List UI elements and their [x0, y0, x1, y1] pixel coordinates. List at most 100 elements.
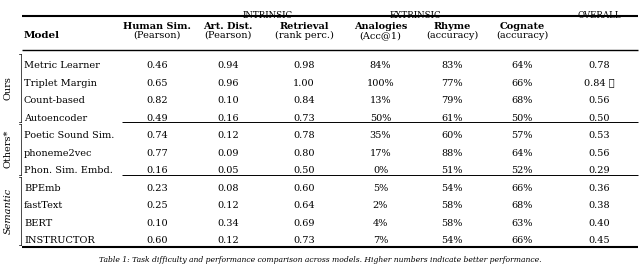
Text: 0.65: 0.65: [147, 79, 168, 88]
Text: 0.45: 0.45: [589, 236, 611, 245]
Text: 63%: 63%: [511, 219, 532, 228]
Text: 0.60: 0.60: [147, 236, 168, 245]
Text: 4%: 4%: [373, 219, 388, 228]
Text: Table 1: Task difficulty and performance comparison across models. Higher number: Table 1: Task difficulty and performance…: [99, 256, 541, 264]
Text: Others*: Others*: [3, 130, 13, 169]
Text: Rhyme: Rhyme: [433, 22, 470, 31]
Text: (accuracy): (accuracy): [496, 31, 548, 40]
Text: 0.74: 0.74: [146, 131, 168, 140]
Text: fastText: fastText: [24, 201, 63, 210]
Text: 88%: 88%: [442, 149, 463, 158]
Text: 79%: 79%: [441, 96, 463, 105]
Text: 13%: 13%: [370, 96, 391, 105]
Text: 0.40: 0.40: [589, 219, 611, 228]
Text: (Pearson): (Pearson): [204, 31, 252, 40]
Text: phoneme2vec: phoneme2vec: [24, 149, 93, 158]
Text: 64%: 64%: [511, 61, 532, 70]
Text: 58%: 58%: [442, 219, 463, 228]
Text: (Pearson): (Pearson): [133, 31, 180, 40]
Text: 77%: 77%: [441, 79, 463, 88]
Text: 0.82: 0.82: [146, 96, 168, 105]
Text: 0.78: 0.78: [589, 61, 611, 70]
Text: 0.12: 0.12: [217, 131, 239, 140]
Text: 1.00: 1.00: [293, 79, 315, 88]
Text: 0.16: 0.16: [217, 114, 239, 122]
Text: BERT: BERT: [24, 219, 52, 228]
Text: 0.69: 0.69: [293, 219, 315, 228]
Text: EXTRINSIC: EXTRINSIC: [390, 11, 442, 20]
Text: 0.08: 0.08: [217, 184, 239, 193]
Text: 57%: 57%: [511, 131, 532, 140]
Text: 0.12: 0.12: [217, 201, 239, 210]
Text: 0.56: 0.56: [589, 149, 611, 158]
Text: 83%: 83%: [441, 61, 463, 70]
Text: 66%: 66%: [511, 184, 532, 193]
Text: 0.73: 0.73: [293, 114, 315, 122]
Text: 2%: 2%: [373, 201, 388, 210]
Text: Human Sim.: Human Sim.: [123, 22, 191, 31]
Text: 0.80: 0.80: [293, 149, 315, 158]
Text: 0.46: 0.46: [146, 61, 168, 70]
Text: 0.94: 0.94: [217, 61, 239, 70]
Text: Analogies: Analogies: [354, 22, 407, 31]
Text: 0.09: 0.09: [217, 149, 239, 158]
Text: 7%: 7%: [373, 236, 388, 245]
Text: 0.38: 0.38: [589, 201, 611, 210]
Text: Retrieval: Retrieval: [279, 22, 329, 31]
Text: Metric Learner: Metric Learner: [24, 61, 100, 70]
Text: 5%: 5%: [373, 184, 388, 193]
Text: 17%: 17%: [370, 149, 391, 158]
Text: 0.34: 0.34: [217, 219, 239, 228]
Text: 0%: 0%: [373, 166, 388, 175]
Text: 0.36: 0.36: [589, 184, 611, 193]
Text: 0.64: 0.64: [293, 201, 315, 210]
Text: Ours: Ours: [3, 76, 13, 100]
Text: 68%: 68%: [511, 96, 532, 105]
Text: 51%: 51%: [441, 166, 463, 175]
Text: Phon. Sim. Embd.: Phon. Sim. Embd.: [24, 166, 113, 175]
Text: 35%: 35%: [370, 131, 391, 140]
Text: Autoencoder: Autoencoder: [24, 114, 87, 122]
Text: 0.23: 0.23: [146, 184, 168, 193]
Text: Art. Dist.: Art. Dist.: [204, 22, 253, 31]
Text: 0.98: 0.98: [293, 61, 315, 70]
Text: 0.50: 0.50: [589, 114, 611, 122]
Text: Model: Model: [24, 31, 60, 40]
Text: 84%: 84%: [370, 61, 391, 70]
Text: 0.10: 0.10: [146, 219, 168, 228]
Text: 0.25: 0.25: [146, 201, 168, 210]
Text: 0.84 ⋆: 0.84 ⋆: [584, 79, 615, 88]
Text: 58%: 58%: [442, 201, 463, 210]
Text: 54%: 54%: [441, 184, 463, 193]
Text: 0.53: 0.53: [589, 131, 611, 140]
Text: 60%: 60%: [442, 131, 463, 140]
Text: Semantic: Semantic: [3, 187, 13, 234]
Text: 0.84: 0.84: [293, 96, 315, 105]
Text: 0.29: 0.29: [589, 166, 611, 175]
Text: 0.56: 0.56: [589, 96, 611, 105]
Text: 50%: 50%: [511, 114, 532, 122]
Text: 68%: 68%: [511, 201, 532, 210]
Text: 0.10: 0.10: [217, 96, 239, 105]
Text: 0.73: 0.73: [293, 236, 315, 245]
Text: 0.78: 0.78: [293, 131, 315, 140]
Text: 0.49: 0.49: [146, 114, 168, 122]
Text: 0.16: 0.16: [146, 166, 168, 175]
Text: 0.96: 0.96: [217, 79, 239, 88]
Text: (Acc@1): (Acc@1): [360, 31, 401, 40]
Text: 0.05: 0.05: [217, 166, 239, 175]
Text: Triplet Margin: Triplet Margin: [24, 79, 97, 88]
Text: INSTRUCTOR: INSTRUCTOR: [24, 236, 95, 245]
Text: BPEmb: BPEmb: [24, 184, 61, 193]
Text: 0.60: 0.60: [293, 184, 315, 193]
Text: (rank perc.): (rank perc.): [275, 31, 333, 40]
Text: 0.50: 0.50: [293, 166, 315, 175]
Text: 0.12: 0.12: [217, 236, 239, 245]
Text: Poetic Sound Sim.: Poetic Sound Sim.: [24, 131, 115, 140]
Text: 50%: 50%: [370, 114, 391, 122]
Text: OVERALL: OVERALL: [578, 11, 621, 20]
Text: 52%: 52%: [511, 166, 532, 175]
Text: 66%: 66%: [511, 236, 532, 245]
Text: 61%: 61%: [441, 114, 463, 122]
Text: INTRINSIC: INTRINSIC: [243, 11, 293, 20]
